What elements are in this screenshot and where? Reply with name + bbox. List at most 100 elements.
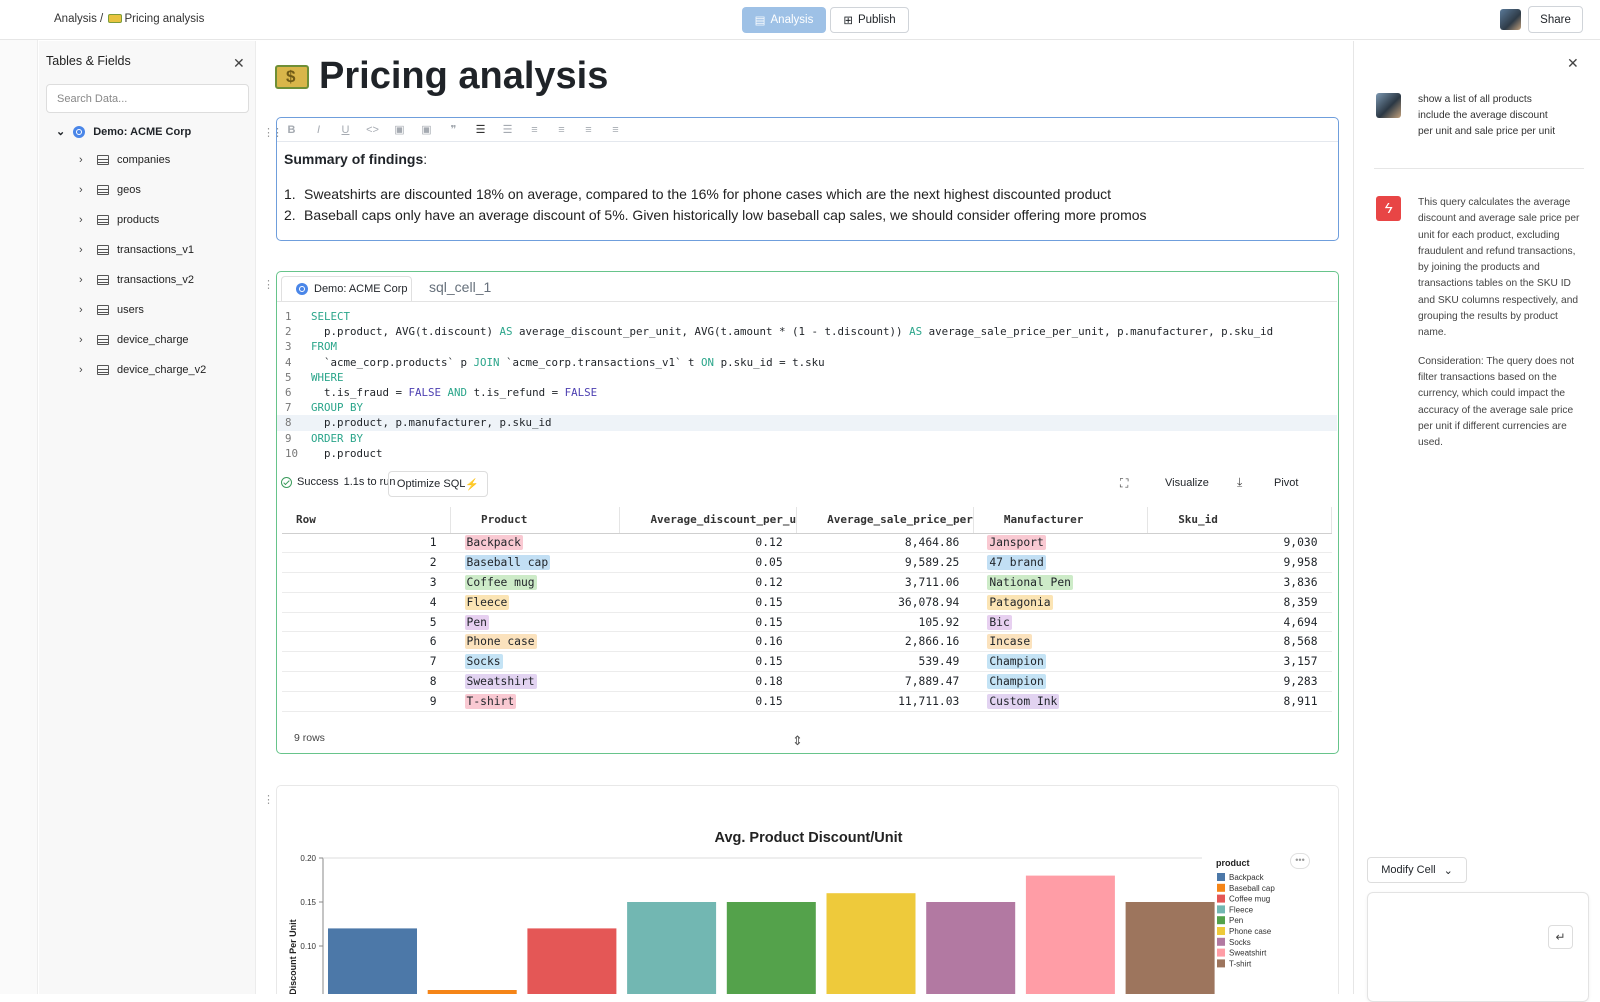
share-button[interactable]: Share (1528, 6, 1583, 33)
sku-cell[interactable]: 8,568 (1147, 631, 1332, 653)
product-cell[interactable]: Pen (450, 612, 620, 633)
heading2-icon[interactable]: ▣ (421, 124, 432, 136)
row-index-cell[interactable]: 8 (282, 671, 451, 692)
avatar[interactable] (1500, 9, 1521, 30)
code-line[interactable]: 4 `acme_corp.products` p JOIN `acme_corp… (277, 355, 1337, 370)
product-cell[interactable]: Backpack (450, 533, 620, 554)
discount-cell[interactable]: 0.12 (619, 572, 797, 593)
sku-cell[interactable]: 8,911 (1147, 691, 1332, 712)
price-cell[interactable]: 11,711.03 (796, 691, 974, 712)
discount-cell[interactable]: 0.15 (619, 651, 797, 673)
column-header[interactable]: Row (282, 507, 452, 534)
column-header[interactable]: Average_discount_per_u (619, 507, 798, 534)
column-header[interactable]: Manufacturer (973, 507, 1149, 534)
publish-button[interactable]: ⊞ Publish (830, 7, 909, 33)
sql-cell[interactable]: Demo: ACME Corp sql_cell_1 1 SELECT 2 p.pr… (276, 271, 1339, 754)
product-cell[interactable]: Phone case (450, 631, 620, 653)
table-row[interactable]: 5 Pen 0.15 105.92 Bic 4,694 (282, 612, 1332, 633)
close-icon[interactable]: ✕ (233, 55, 245, 71)
sku-cell[interactable]: 4,694 (1147, 612, 1332, 633)
text-cell[interactable]: B I U <> ▣ ▣ ❞ ☰ ☰ ≡ ≡ ≡ ≡ Summary of fi… (276, 117, 1339, 241)
code-line[interactable]: 2 p.product, AVG(t.discount) AS average_… (277, 324, 1337, 339)
table-row[interactable]: 6 Phone case 0.16 2,866.16 Incase 8,568 (282, 631, 1332, 653)
code-icon[interactable]: <> (366, 123, 379, 136)
expand-icon[interactable]: ⛶ (1120, 476, 1129, 490)
close-icon[interactable]: ✕ (1567, 55, 1579, 71)
row-index-cell[interactable]: 2 (282, 552, 451, 574)
datasource-selector[interactable]: Demo: ACME Corp (281, 276, 412, 301)
search-data-input[interactable] (46, 84, 249, 113)
discount-cell[interactable]: 0.15 (619, 592, 797, 613)
row-index-cell[interactable]: 4 (282, 592, 451, 613)
table-row[interactable]: 4 Fleece 0.15 36,078.94 Patagonia 8,359 (282, 592, 1332, 613)
download-icon[interactable]: ⤓ (1237, 475, 1243, 489)
column-header[interactable]: Average_sale_price_per (796, 507, 974, 534)
row-index-cell[interactable]: 5 (282, 612, 451, 633)
underline-icon[interactable]: U (341, 123, 350, 136)
code-line[interactable]: 5 WHERE (277, 370, 1337, 385)
table-node[interactable]: › users (79, 304, 144, 316)
datasource-node[interactable]: ⌄ Demo: ACME Corp (56, 125, 191, 138)
product-cell[interactable]: T-shirt (450, 691, 620, 712)
table-node[interactable]: › device_charge (79, 334, 189, 346)
breadcrumb-root[interactable]: Analysis (54, 13, 97, 25)
table-row[interactable]: 2 Baseball cap 0.05 9,589.25 47 brand 9,958 (282, 552, 1332, 574)
price-cell[interactable]: 539.49 (796, 651, 974, 673)
manufacturer-cell[interactable]: Custom Ink (973, 691, 1148, 712)
column-header[interactable]: Sku_id (1147, 507, 1332, 534)
code-line[interactable]: 6 t.is_fraud = FALSE AND t.is_refund = F… (277, 385, 1337, 400)
manufacturer-cell[interactable]: National Pen (973, 572, 1148, 593)
table-row[interactable]: 3 Coffee mug 0.12 3,711.06 National Pen 3,836 (282, 572, 1332, 593)
chevron-right-icon[interactable]: › (79, 244, 83, 256)
price-cell[interactable]: 105.92 (796, 612, 974, 633)
resize-handle-icon[interactable]: ⇕ (792, 733, 803, 748)
row-index-cell[interactable]: 1 (282, 533, 451, 554)
drag-handle-icon[interactable]: ⋮⋮ (263, 127, 283, 139)
italic-icon[interactable]: I (316, 123, 321, 136)
align-right-icon[interactable]: ≡ (585, 123, 592, 136)
table-node[interactable]: › geos (79, 184, 141, 196)
table-node[interactable]: › products (79, 214, 159, 226)
table-node[interactable]: › companies (79, 154, 170, 166)
product-cell[interactable]: Sweatshirt (450, 671, 620, 692)
discount-cell[interactable]: 0.16 (619, 631, 797, 653)
cell-name[interactable]: sql_cell_1 (429, 279, 492, 295)
row-index-cell[interactable]: 7 (282, 651, 451, 673)
product-cell[interactable]: Baseball cap (450, 552, 620, 574)
pivot-button[interactable]: Pivot (1274, 477, 1299, 489)
column-header[interactable]: Product (450, 507, 621, 534)
price-cell[interactable]: 3,711.06 (796, 572, 974, 593)
sku-cell[interactable]: 9,958 (1147, 552, 1332, 574)
price-cell[interactable]: 7,889.47 (796, 671, 974, 692)
chevron-right-icon[interactable]: › (79, 184, 83, 196)
price-cell[interactable]: 2,866.16 (796, 631, 974, 653)
discount-cell[interactable]: 0.15 (619, 691, 797, 712)
product-cell[interactable]: Coffee mug (450, 572, 620, 593)
code-line[interactable]: 8 p.product, p.manufacturer, p.sku_id (277, 415, 1337, 431)
chart-cell[interactable]: Avg. Product Discount/Unit ••• 0.20 0.15 0… (276, 785, 1339, 994)
price-cell[interactable]: 9,589.25 (796, 552, 974, 574)
sku-cell[interactable]: 8,359 (1147, 592, 1332, 613)
chevron-right-icon[interactable]: › (79, 334, 83, 346)
sku-cell[interactable]: 9,283 (1147, 671, 1332, 692)
manufacturer-cell[interactable]: Incase (973, 631, 1148, 653)
sku-cell[interactable]: 9,030 (1147, 533, 1332, 554)
row-index-cell[interactable]: 9 (282, 691, 451, 712)
code-line[interactable]: 10 p.product (277, 446, 1337, 461)
sql-editor[interactable]: 1 SELECT 2 p.product, AVG(t.discount) AS a… (277, 309, 1337, 461)
chevron-right-icon[interactable]: › (79, 364, 83, 376)
visualize-button[interactable]: Visualize (1165, 477, 1209, 489)
discount-cell[interactable]: 0.12 (619, 533, 797, 554)
discount-cell[interactable]: 0.15 (619, 612, 797, 633)
table-row[interactable]: 8 Sweatshirt 0.18 7,889.47 Champion 9,283 (282, 671, 1332, 692)
manufacturer-cell[interactable]: Champion (973, 671, 1148, 692)
row-index-cell[interactable]: 3 (282, 572, 451, 593)
analysis-mode-button[interactable]: ▤ Analysis (742, 7, 826, 33)
prompt-input[interactable]: ↵ (1367, 892, 1589, 1002)
sku-cell[interactable]: 3,836 (1147, 572, 1332, 593)
optimize-sql-button[interactable]: Optimize SQL ⚡ (388, 471, 488, 497)
manufacturer-cell[interactable]: Jansport (973, 533, 1148, 554)
table-row[interactable]: 1 Backpack 0.12 8,464.86 Jansport 9,030 (282, 533, 1332, 554)
modify-cell-button[interactable]: Modify Cell ⌄ (1367, 857, 1467, 883)
chevron-right-icon[interactable]: › (79, 214, 83, 226)
